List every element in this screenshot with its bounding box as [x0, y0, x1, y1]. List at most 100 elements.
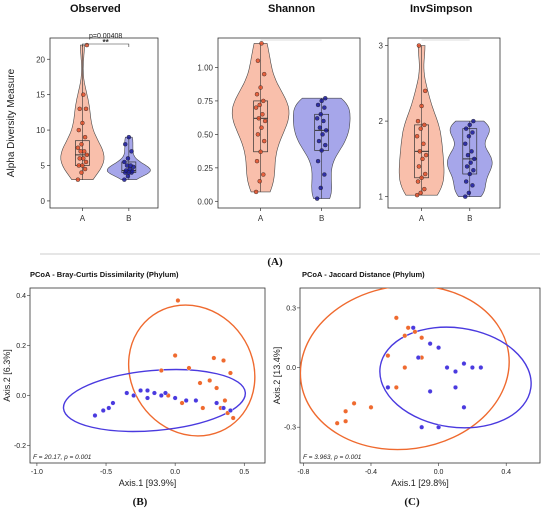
data-point-A	[84, 42, 90, 48]
chart-title: PCoA - Jaccard Distance (Phylum)	[302, 270, 425, 279]
chart-title: InvSimpson	[410, 3, 473, 15]
data-point-A	[75, 177, 81, 182]
x-axis-label: Axis.1 [29.8%]	[391, 478, 449, 488]
y-axis-label: Axis.2 [6.3%]	[2, 349, 12, 402]
data-point-A	[79, 142, 84, 147]
data-point-A	[211, 355, 217, 361]
data-point-A	[414, 192, 420, 198]
data-point-A	[261, 172, 266, 177]
y-tick-label: 0.25	[197, 164, 213, 173]
data-point-B	[129, 149, 134, 154]
x-tick-label: 0.4	[501, 469, 511, 476]
y-tick-label: 0	[41, 197, 46, 206]
data-point-A	[172, 353, 178, 359]
x-axis-label: Axis.1 [93.9%]	[119, 478, 177, 488]
ellipse-A	[127, 304, 256, 437]
data-point-A	[368, 404, 374, 410]
data-point-B	[463, 194, 468, 199]
data-point-B	[461, 404, 467, 410]
y-tick-label: 5	[41, 162, 46, 171]
data-point-A	[343, 408, 349, 414]
data-point-B	[427, 341, 433, 347]
data-point-A	[415, 118, 421, 124]
data-point-B	[322, 172, 327, 177]
data-point-B	[470, 130, 475, 135]
data-point-B	[162, 390, 168, 396]
data-point-A	[255, 58, 261, 63]
y-tick-label: 0.2	[16, 343, 26, 350]
y-tick-label: 10	[36, 126, 45, 135]
data-point-A	[393, 384, 399, 390]
data-point-B	[122, 177, 127, 182]
data-point-B	[125, 156, 131, 161]
x-tick-label: 0.0	[170, 469, 180, 476]
data-point-B	[463, 179, 469, 184]
x-tick-label: -1.0	[31, 469, 43, 476]
plot-area	[300, 288, 532, 451]
data-point-A	[80, 163, 85, 168]
data-point-B	[124, 390, 130, 396]
data-point-A	[207, 378, 213, 384]
data-point-B	[100, 408, 106, 414]
ellipse-B	[379, 326, 532, 429]
data-point-B	[466, 190, 472, 196]
data-point-B	[463, 126, 469, 131]
data-point-A	[423, 171, 428, 177]
plot-area	[62, 298, 256, 437]
data-point-A	[253, 105, 259, 110]
data-point-B	[318, 112, 323, 117]
data-point-B	[323, 96, 328, 101]
data-point-A	[385, 353, 391, 359]
panel-label-b: (B)	[133, 496, 148, 508]
data-point-B	[126, 134, 132, 140]
data-point-A	[83, 159, 89, 165]
data-point-A	[402, 333, 408, 339]
data-point-B	[214, 400, 220, 406]
data-point-A	[175, 298, 181, 304]
data-point-B	[123, 142, 128, 147]
data-point-B	[322, 105, 327, 110]
y-tick-label: 0.3	[286, 305, 296, 312]
data-point-A	[84, 152, 90, 158]
data-point-B	[452, 384, 458, 390]
data-point-A	[262, 71, 267, 77]
data-point-A	[418, 126, 423, 131]
data-point-B	[172, 395, 178, 401]
y-axis-label: Alpha Diversity Measure	[6, 68, 17, 177]
data-point-A	[421, 141, 426, 146]
data-point-A	[258, 149, 263, 154]
data-point-A	[262, 138, 267, 144]
alpha-diversity-panel: Observed 0 5 10 15 20 A B Alpha Diversity Measur…	[6, 3, 501, 223]
y-tick-label: 0.50	[197, 130, 213, 139]
violin-chart-2: InvSimpson 1 2 3 A B	[379, 3, 501, 223]
data-point-B	[469, 149, 474, 154]
violin-chart-1: Shannon 0.00 0.25 0.50 0.75 1.00 A B	[197, 3, 361, 223]
data-point-B	[471, 168, 476, 173]
data-point-A	[416, 43, 422, 48]
x-tick-label: 0.5	[239, 469, 249, 476]
data-point-A	[418, 190, 423, 196]
permanova-stat: F = 20.17, p = 0.001	[33, 454, 92, 461]
violin-chart-0: Observed 0 5 10 15 20 A B Alpha Diversity Measur…	[6, 3, 159, 223]
data-point-A	[415, 179, 421, 184]
data-point-B	[321, 118, 326, 124]
y-tick-label: 1.00	[197, 63, 213, 72]
data-point-B	[131, 393, 137, 399]
data-point-A	[179, 400, 185, 406]
data-point-B	[314, 116, 320, 121]
data-point-B	[123, 168, 129, 173]
data-point-A	[76, 127, 82, 133]
data-point-A	[254, 92, 260, 97]
y-tick-label: -0.3	[284, 425, 296, 432]
data-point-B	[466, 134, 472, 139]
data-point-B	[183, 398, 189, 404]
data-point-A	[257, 102, 262, 108]
pcoa-chart-1: PCoA - Jaccard Distance (Phylum) -0.8 -0.4…	[272, 270, 541, 488]
data-point-B	[317, 125, 323, 130]
data-point-B	[467, 122, 472, 128]
panel-label-c: (C)	[404, 496, 420, 508]
x-tick-label: -0.5	[100, 469, 112, 476]
data-point-B	[92, 413, 98, 419]
data-point-B	[472, 156, 477, 162]
